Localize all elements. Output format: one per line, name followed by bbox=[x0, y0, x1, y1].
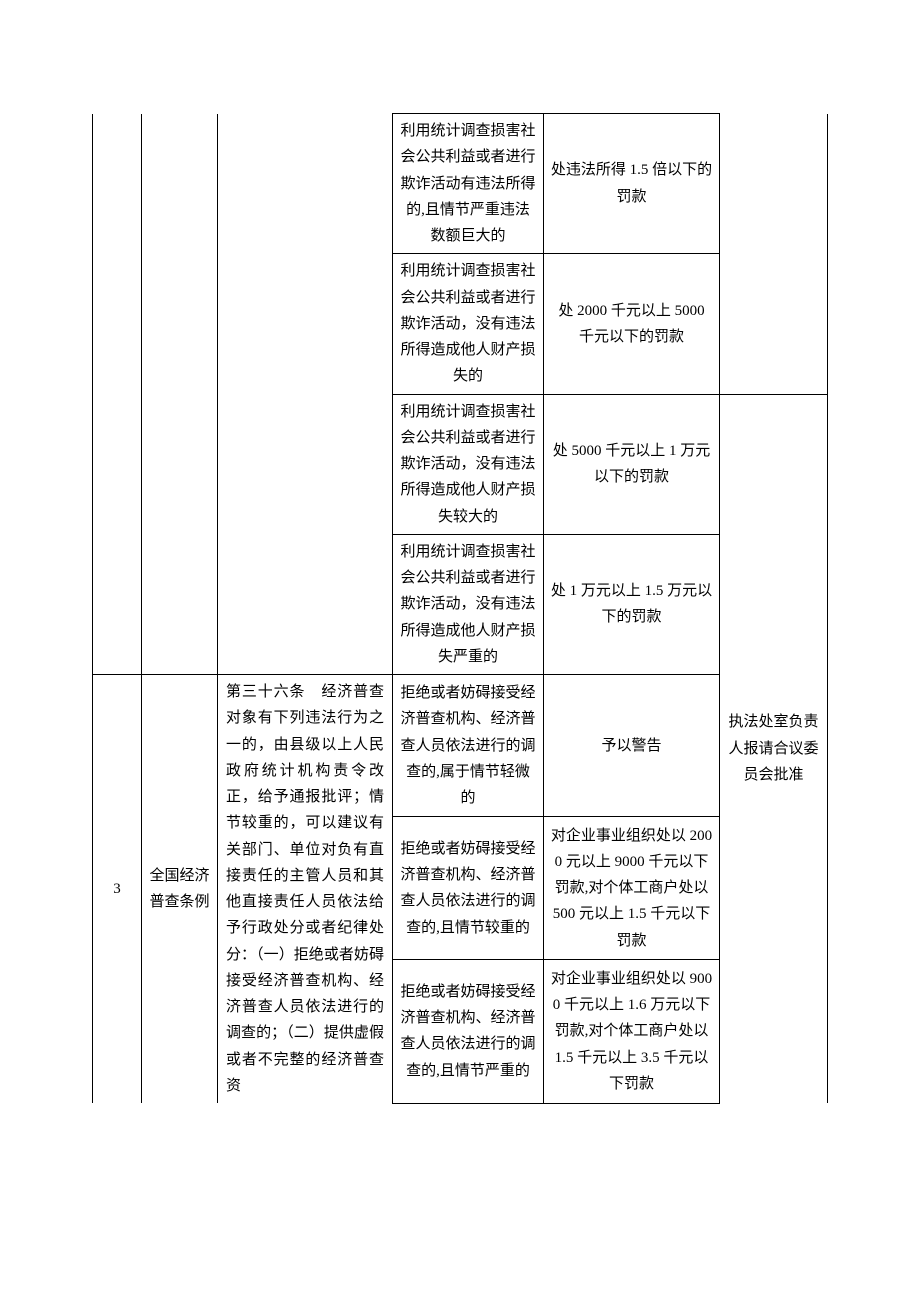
index-cell-empty bbox=[93, 114, 142, 675]
desc-cell: 利用统计调查损害社会公共利益或者进行欺诈活动有违法所得的,且情节严重违法数额巨大… bbox=[393, 114, 544, 254]
penalty-cell: 予以警告 bbox=[544, 675, 720, 817]
desc-cell: 拒绝或者妨碍接受经济普查机构、经济普查人员依法进行的调查的,属于情节轻微的 bbox=[393, 675, 544, 817]
index-cell: 3 bbox=[93, 675, 142, 1104]
desc-cell: 利用统计调查损害社会公共利益或者进行欺诈活动，没有违法所得造成他人财产损失较大的 bbox=[393, 394, 544, 534]
penalty-cell: 处 1 万元以上 1.5 万元以下的罚款 bbox=[544, 534, 720, 674]
authority-cell: 执法处室负责人报请合议委员会批准 bbox=[720, 394, 828, 1103]
penalty-cell: 处 5000 千元以上 1 万元以下的罚款 bbox=[544, 394, 720, 534]
penalty-cell: 对企业事业组织处以 2000 元以上 9000 千元以下罚款,对个体工商户处以 … bbox=[544, 817, 720, 960]
law-cell-empty bbox=[142, 114, 218, 675]
document-page: 利用统计调查损害社会公共利益或者进行欺诈活动有违法所得的,且情节严重违法数额巨大… bbox=[0, 0, 920, 1302]
desc-cell: 拒绝或者妨碍接受经济普查机构、经济普查人员依法进行的调查的,且情节较重的 bbox=[393, 817, 544, 960]
penalty-cell: 对企业事业组织处以 9000 千元以上 1.6 万元以下罚款,对个体工商户处以 … bbox=[544, 960, 720, 1103]
article-cell: 第三十六条 经济普查对象有下列违法行为之一的，由县级以上人民政府统计机构责令改正… bbox=[218, 675, 393, 1104]
table-row: 3 全国经济普查条例 第三十六条 经济普查对象有下列违法行为之一的，由县级以上人… bbox=[93, 675, 828, 817]
table-row: 利用统计调查损害社会公共利益或者进行欺诈活动有违法所得的,且情节严重违法数额巨大… bbox=[93, 114, 828, 254]
penalty-table: 利用统计调查损害社会公共利益或者进行欺诈活动有违法所得的,且情节严重违法数额巨大… bbox=[92, 113, 828, 1104]
desc-cell: 利用统计调查损害社会公共利益或者进行欺诈活动，没有违法所得造成他人财产损失的 bbox=[393, 254, 544, 394]
penalty-cell: 处 2000 千元以上 5000 千元以下的罚款 bbox=[544, 254, 720, 394]
desc-cell: 拒绝或者妨碍接受经济普查机构、经济普查人员依法进行的调查的,且情节严重的 bbox=[393, 960, 544, 1103]
article-cell-empty bbox=[218, 114, 393, 675]
law-cell: 全国经济普查条例 bbox=[142, 675, 218, 1104]
authority-cell-empty bbox=[720, 114, 828, 395]
penalty-cell: 处违法所得 1.5 倍以下的罚款 bbox=[544, 114, 720, 254]
desc-cell: 利用统计调查损害社会公共利益或者进行欺诈活动，没有违法所得造成他人财产损失严重的 bbox=[393, 534, 544, 674]
